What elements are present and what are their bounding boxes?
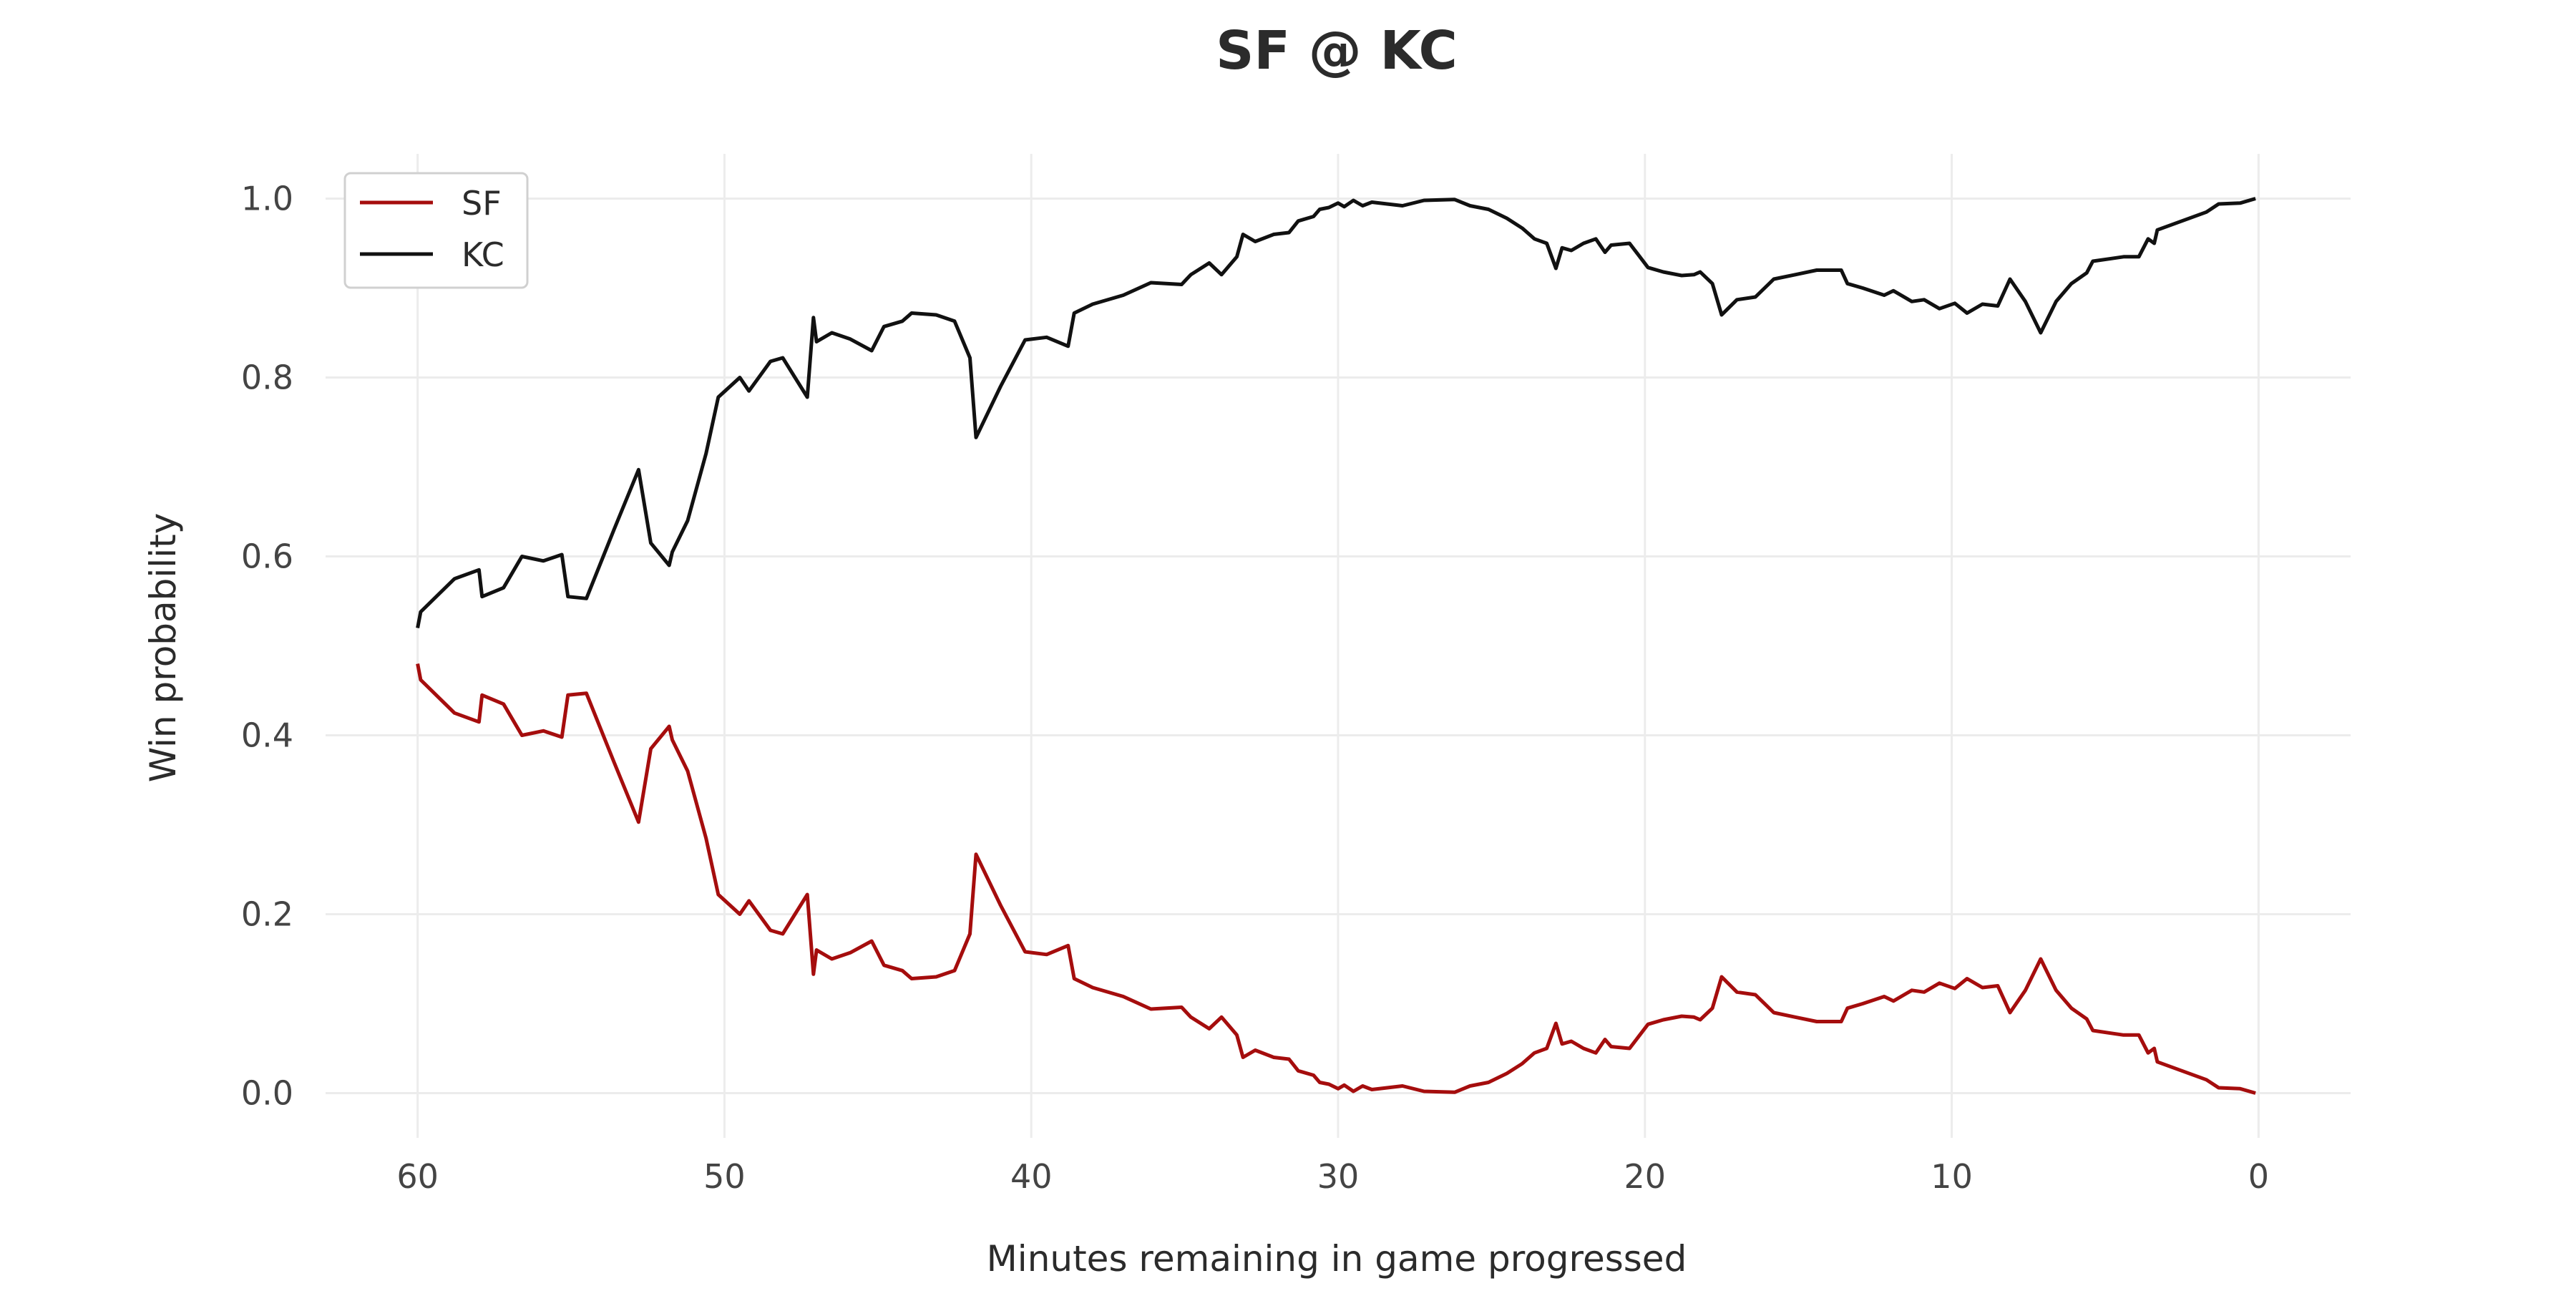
chart-title: SF @ KC (1216, 20, 1458, 82)
y-tick-label: 0.8 (241, 359, 293, 397)
y-tick-label: 0.2 (241, 895, 293, 934)
x-tick-label: 60 (396, 1157, 439, 1196)
x-tick-label: 40 (1010, 1157, 1053, 1196)
grid (326, 154, 2351, 1138)
legend-label-sf: SF (462, 184, 502, 223)
x-tick-label: 20 (1624, 1157, 1667, 1196)
series-line-kc (416, 197, 2256, 628)
x-axis-label: Minutes remaining in game progressed (987, 1238, 1687, 1280)
x-tick-label: 30 (1317, 1157, 1360, 1196)
series-line-sf (416, 663, 2256, 1095)
y-axis-label: Win probability (142, 513, 184, 783)
legend: SF KC (343, 172, 529, 289)
x-tick-label: 10 (1931, 1157, 1973, 1196)
y-tick-label: 0.6 (241, 537, 293, 576)
y-tick-label: 0.4 (241, 716, 293, 755)
x-tick-label: 50 (703, 1157, 746, 1196)
legend-label-kc: KC (462, 235, 504, 274)
x-tick-label: 0 (2248, 1157, 2269, 1196)
y-tick-label: 0.0 (241, 1074, 293, 1113)
series-lines (416, 197, 2256, 1095)
y-tick-label: 1.0 (241, 180, 293, 218)
axes: 60 50 40 30 20 10 0 0.0 0.2 0.4 0.6 0.8 1.0 (241, 180, 2269, 1197)
